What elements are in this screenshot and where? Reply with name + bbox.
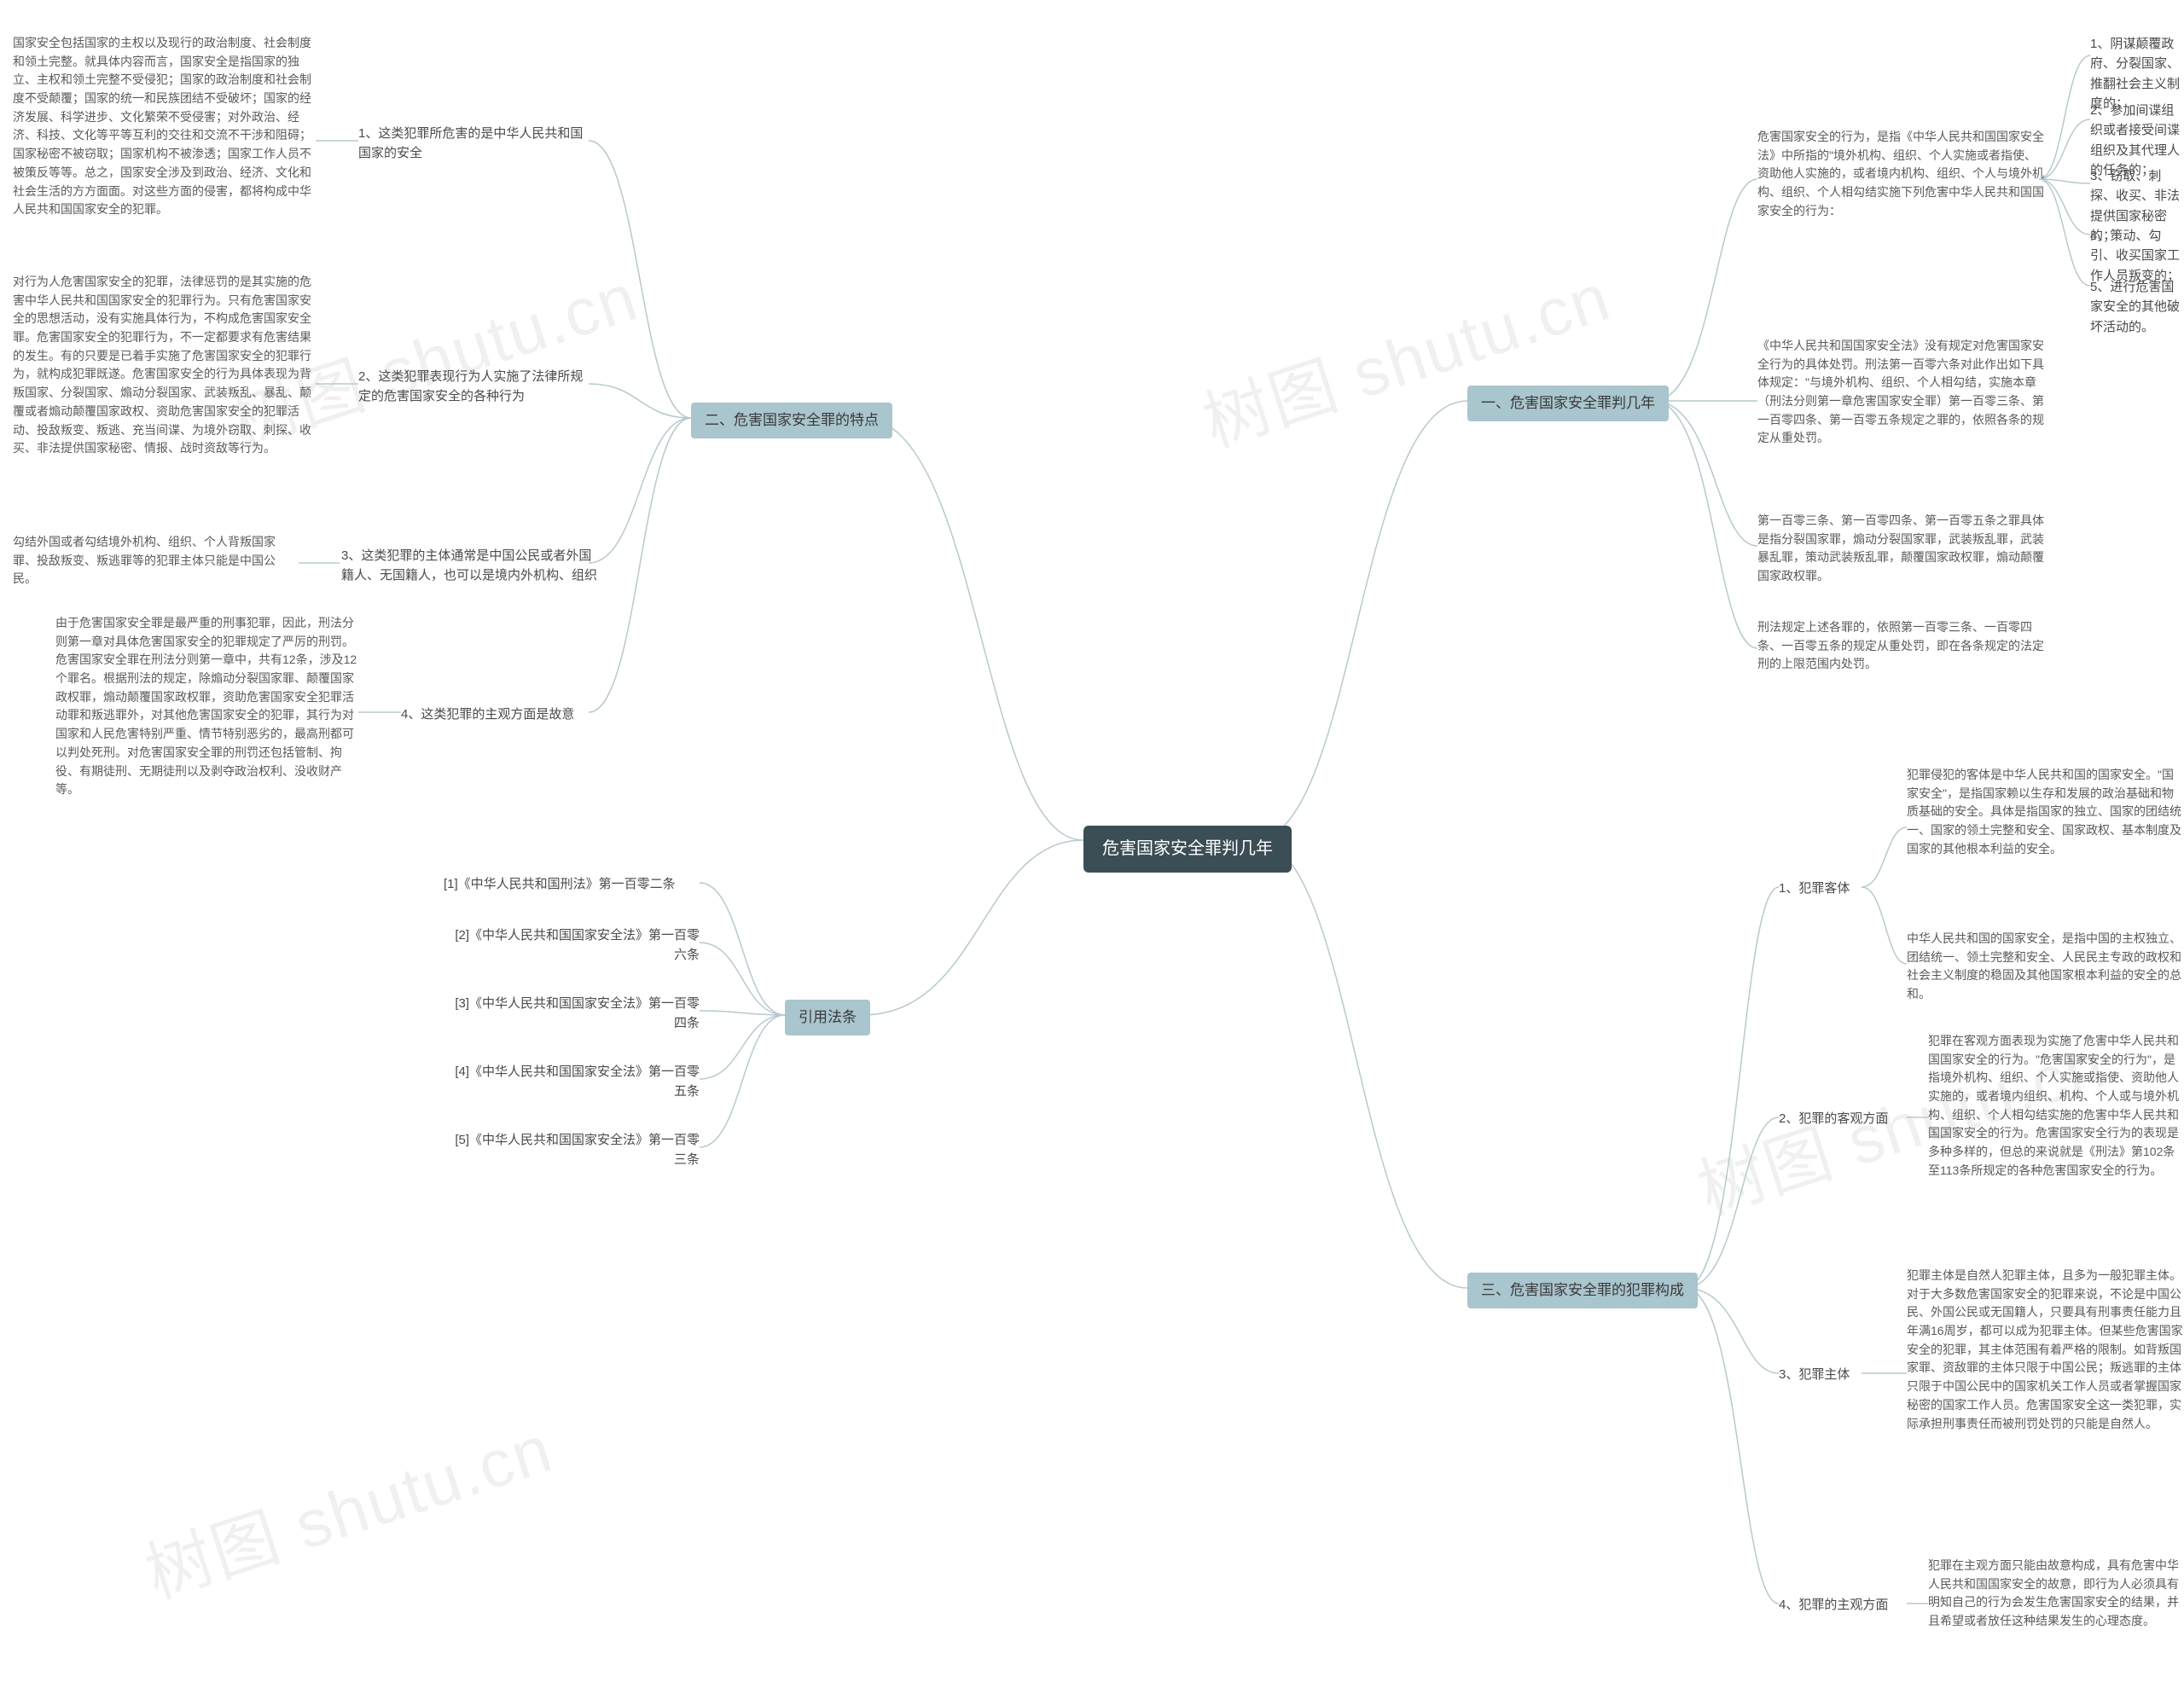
branch-2[interactable]: 二、危害国家安全罪的特点 (691, 403, 892, 438)
b2-item-3-d: 勾结外国或者勾结境外机构、组织、个人背叛国家罪、投敌叛变、叛逃罪等的犯罪主体只能… (13, 533, 299, 589)
center-topic[interactable]: 危害国家安全罪判几年 (1083, 826, 1292, 873)
b3-item-4-d: 犯罪在主观方面只能由故意构成，具有危害中华人民共和国国家安全的故意，即行为人必须… (1928, 1557, 2184, 1631)
ref-4: [4]《中华人民共和国国家安全法》第一百零五条 (444, 1062, 700, 1102)
b2-item-2-d: 对行为人危害国家安全的犯罪，法律惩罚的是其实施的危害中华人民共和国国家安全的犯罪… (13, 273, 316, 458)
b3-item-2-d: 犯罪在客观方面表现为实施了危害中华人民共和国国家安全的行为。"危害国家安全的行为… (1928, 1032, 2184, 1180)
b3-item-1-d2: 中华人民共和国的国家安全，是指中国的主权独立、团结统一、领土完整和安全、人民民主… (1907, 930, 2184, 1004)
b3-item-2: 2、犯罪的客观方面 (1779, 1109, 1888, 1128)
b2-item-4: 4、这类犯罪的主观方面是故意 (401, 705, 574, 724)
branch-refs[interactable]: 引用法条 (785, 1000, 870, 1035)
ref-1: [1]《中华人民共和国刑法》第一百零二条 (444, 874, 676, 894)
b1-intro: 危害国家安全的行为，是指《中华人民共和国国家安全法》中所指的"境外机构、组织、个… (1757, 128, 2048, 220)
branch-3[interactable]: 三、危害国家安全罪的犯罪构成 (1467, 1273, 1698, 1308)
b1-p2: 第一百零三条、第一百零四条、第一百零五条之罪具体是指分裂国家罪，煽动分裂国家罪，… (1757, 512, 2048, 586)
b3-item-1-d1: 犯罪侵犯的客体是中华人民共和国的国家安全。"国家安全"，是指国家赖以生存和发展的… (1907, 766, 2184, 858)
b1-p1: 《中华人民共和国国家安全法》没有规定对危害国家安全行为的具体处罚。刑法第一百零六… (1757, 337, 2048, 448)
b2-item-3: 3、这类犯罪的主体通常是中国公民或者外国籍人、无国籍人，也可以是境内外机构、组织 (341, 546, 597, 586)
b1-item-5: 5、进行危害国家安全的其他破坏活动的。 (2090, 277, 2184, 337)
b3-item-3: 3、犯罪主体 (1779, 1365, 1850, 1384)
b1-p3: 刑法规定上述各罪的，依照第一百零三条、一百零四条、一百零五条的规定从重处罚，即在… (1757, 618, 2048, 674)
b2-item-1-d: 国家安全包括国家的主权以及现行的政治制度、社会制度和领土完整。就具体内容而言，国… (13, 34, 316, 219)
ref-5: [5]《中华人民共和国国家安全法》第一百零三条 (444, 1130, 700, 1170)
b3-item-1: 1、犯罪客体 (1779, 879, 1850, 898)
b2-item-1: 1、这类犯罪所危害的是中华人民共和国国家的安全 (358, 124, 593, 164)
ref-3: [3]《中华人民共和国国家安全法》第一百零四条 (444, 994, 700, 1034)
b2-item-2: 2、这类犯罪表现行为人实施了法律所规定的危害国家安全的各种行为 (358, 367, 593, 407)
ref-2: [2]《中华人民共和国国家安全法》第一百零六条 (444, 925, 700, 966)
b3-item-4: 4、犯罪的主观方面 (1779, 1595, 1888, 1615)
b2-item-4-d: 由于危害国家安全罪是最严重的刑事犯罪，因此，刑法分则第一章对具体危害国家安全的犯… (55, 614, 358, 799)
branch-1[interactable]: 一、危害国家安全罪判几年 (1467, 386, 1669, 421)
b3-item-3-d: 犯罪主体是自然人犯罪主体，且多为一般犯罪主体。对于大多数危害国家安全的犯罪来说，… (1907, 1267, 2184, 1433)
